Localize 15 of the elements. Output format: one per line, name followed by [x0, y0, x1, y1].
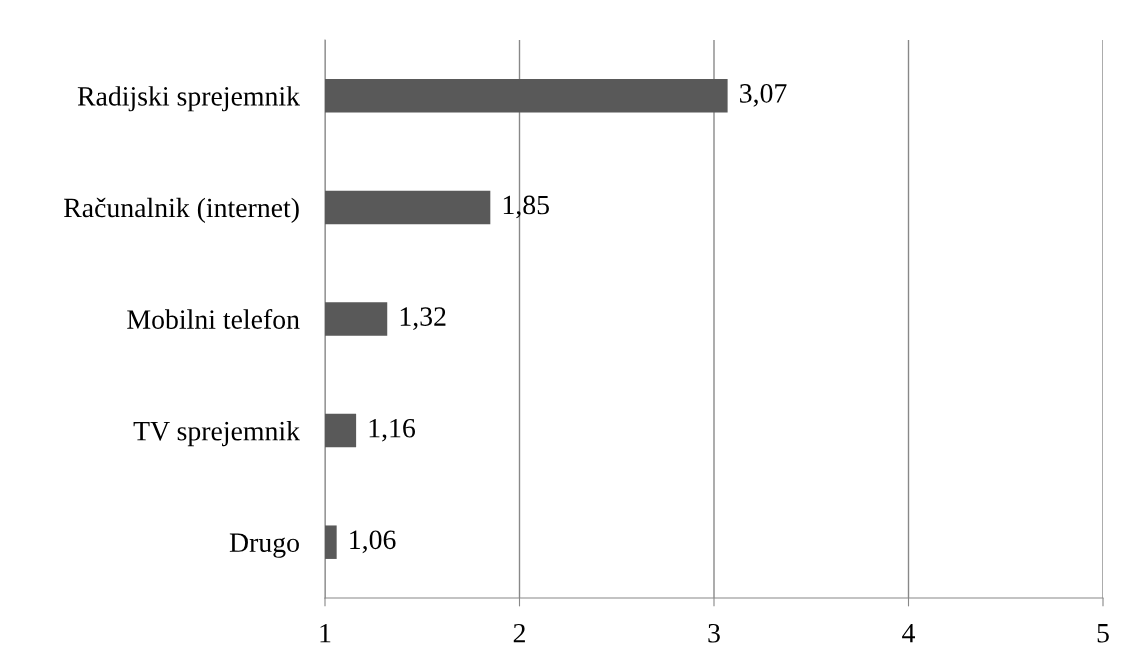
x-tick-label: 1: [320, 623, 331, 643]
x-tick-label: 3: [708, 623, 720, 643]
y-tick-label: Računalnik (internet): [64, 197, 299, 223]
data-label: 1,32: [400, 307, 446, 330]
x-tick-label: 4: [902, 623, 916, 643]
data-label: 1,16: [369, 418, 416, 442]
y-tick-label: TV sprejemnik: [133, 420, 300, 447]
data-label: 1,06: [350, 530, 396, 554]
data-label: 1,85: [503, 195, 549, 219]
y-tick-label: Drugo: [229, 533, 299, 558]
x-tick-label: 5: [1097, 624, 1109, 643]
y-tick-label: Mobilni telefon: [127, 309, 300, 329]
y-tick-label: Radijski sprejemnik: [77, 86, 300, 112]
x-tick-label: 2: [513, 623, 525, 643]
data-label: 3,07: [740, 84, 787, 107]
